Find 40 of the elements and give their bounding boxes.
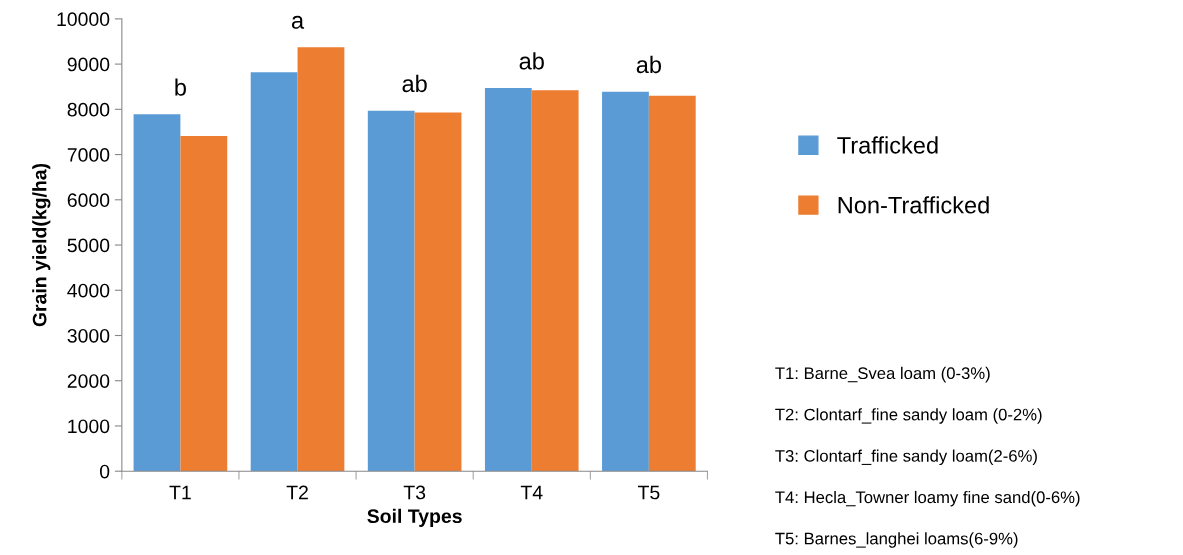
y-tick-label: 4000 [67,283,110,298]
bar [531,90,579,472]
y-tick-label: 7000 [67,148,110,162]
bar [414,112,462,472]
bar [484,88,532,472]
bar [367,110,415,472]
y-tick-label: 8000 [67,102,110,117]
x-tick-label: T5 [637,485,660,500]
legend-label: Trafficked [837,136,938,154]
annotation: a [291,15,305,29]
text: T2: Clontarf_fine sandy loam (0-2%) [775,408,1042,424]
bar [250,72,298,472]
bar [297,47,345,472]
text: T5: Barnes_langhei loams(6-9%) [775,532,1018,548]
y-tick-label: 1000 [68,419,110,434]
annotation: ab [402,74,427,93]
y-axis-title: Grain yield(kg/ha) [32,163,51,327]
x-axis-title: Soil Types [367,508,462,527]
legend-label: Non-Trafficked [838,196,989,214]
x-tick-label: T2 [286,485,308,500]
bar [180,136,228,472]
y-tick-label: 3000 [67,328,110,343]
x-tick-label: T1 [169,485,191,500]
annotation: ab [519,52,544,70]
text: T3: Clontarf_fine sandy loam(2-6%) [775,449,1037,466]
y-tick-label: 2000 [67,374,110,388]
text: T1: Barne_Svea loam (0-3%) [775,366,990,383]
bar [602,91,649,472]
x-tick-label: T3 [403,485,426,500]
bar [648,95,696,472]
annotation: ab [636,55,662,74]
y-tick-label: 6000 [67,193,110,208]
text: T4: Hecla_Towner loamy fine sand(0-6%) [775,490,1080,507]
y-tick-label: 10000 [57,12,110,27]
y-tick-label: 9000 [67,57,110,72]
bar [133,114,181,472]
annotation: b [175,78,186,96]
y-tick-label: 0 [99,464,110,479]
x-tick-label: T4 [520,485,543,500]
y-tick-label: 5000 [67,238,110,253]
